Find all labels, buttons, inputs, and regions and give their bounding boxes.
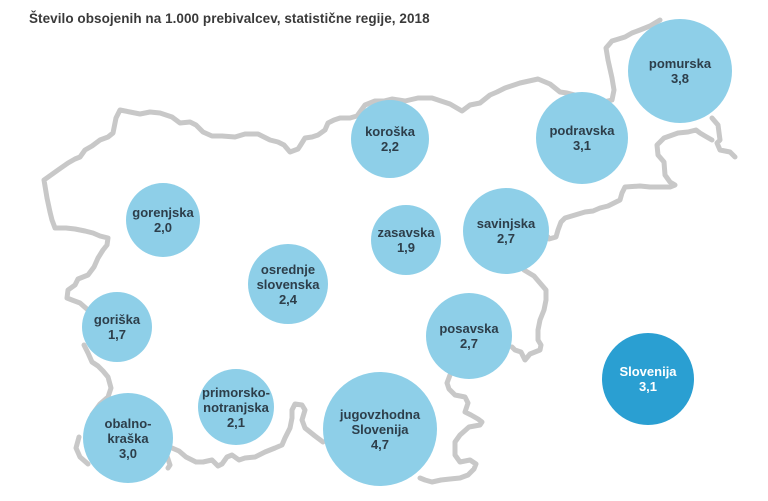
region-value: 2,7 — [459, 336, 479, 351]
bubble-savinjska: savinjska 2,7 — [463, 188, 549, 274]
bubble-zasavska: zasavska 1,9 — [371, 205, 441, 275]
bubble-pomurska: pomurska 3,8 — [628, 19, 732, 123]
region-name: pomurska — [648, 56, 712, 71]
region-value: 2,1 — [226, 414, 246, 430]
region-name: zasavska — [377, 225, 435, 240]
region-value: 1,7 — [107, 327, 127, 342]
national-name: Slovenija — [619, 364, 677, 379]
region-name-line1: jugovzhodna — [339, 406, 421, 422]
bubble-primorsko-notranjska: primorsko- notranjska 2,1 — [198, 369, 274, 445]
region-value: 2,7 — [496, 231, 516, 246]
region-name: podravska — [549, 123, 615, 138]
region-value: 3,0 — [118, 445, 138, 461]
region-value: 2,0 — [153, 220, 173, 235]
region-name-line2: kraška — [107, 430, 149, 446]
bubble-podravska: podravska 3,1 — [536, 92, 628, 184]
region-name: gorenjska — [132, 205, 194, 220]
national-value: 3,1 — [638, 379, 658, 394]
region-name-line2: Slovenija — [351, 421, 409, 437]
region-value: 2,2 — [380, 139, 400, 154]
region-name-line1: osrednje — [260, 261, 316, 277]
region-name-line1: primorsko- — [202, 384, 270, 400]
bubble-osrednjeslovenska: osrednje slovenska 2,4 — [248, 244, 328, 324]
region-name: koroška — [365, 124, 415, 139]
bubble-gorenjska: gorenjska 2,0 — [126, 183, 200, 257]
region-name: posavska — [439, 321, 499, 336]
bubble-posavska: posavska 2,7 — [426, 293, 512, 379]
bubble-koroska: koroška 2,2 — [351, 100, 429, 178]
region-name: goriška — [93, 312, 141, 327]
bubble-jugovzhodna-slovenija: jugovzhodna Slovenija 4,7 — [323, 372, 437, 486]
bubble-obalno-kraska: obalno- kraška 3,0 — [83, 393, 173, 483]
region-value: 3,1 — [572, 138, 592, 153]
region-value: 4,7 — [370, 436, 390, 452]
region-value: 1,9 — [396, 240, 416, 255]
region-value: 2,4 — [278, 291, 298, 307]
region-value: 3,8 — [670, 71, 690, 86]
region-name-line2: slovenska — [256, 276, 320, 292]
region-name-line1: obalno- — [104, 415, 152, 431]
bubble-slovenija-national: Slovenija 3,1 — [602, 333, 694, 425]
region-name-line2: notranjska — [203, 399, 269, 415]
chart-title: Število obsojenih na 1.000 prebivalcev, … — [29, 11, 430, 26]
bubble-goriska: goriška 1,7 — [82, 292, 152, 362]
region-name: savinjska — [476, 216, 536, 231]
